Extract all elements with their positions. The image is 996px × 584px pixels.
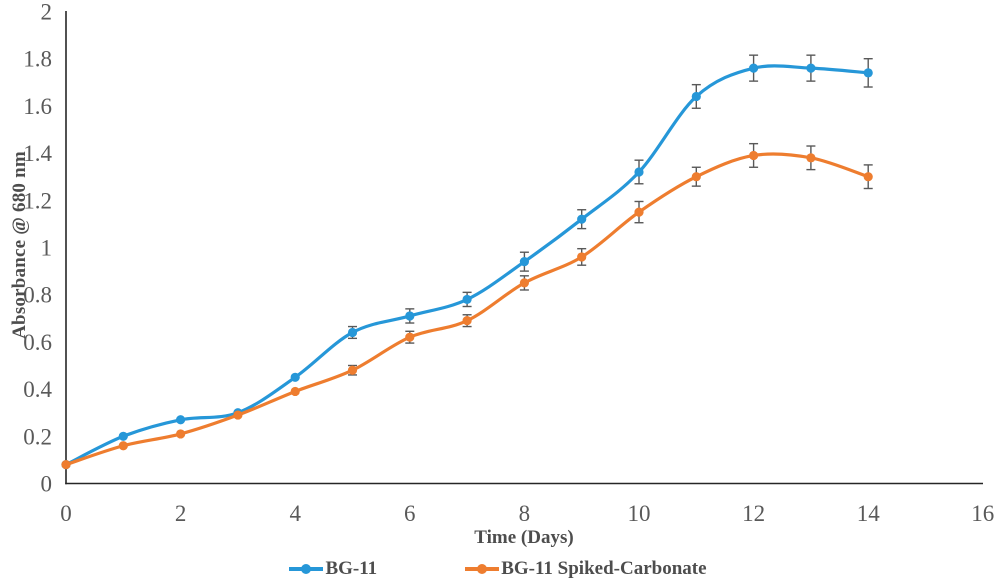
data-point-marker <box>290 386 300 397</box>
bg11-series-marker-icon <box>289 563 324 574</box>
data-point-marker <box>462 294 472 305</box>
data-point-marker <box>405 332 415 342</box>
x-tick-label: 8 <box>519 501 531 526</box>
y-tick-label: 1 <box>41 236 53 261</box>
x-axis-title: Time (Days) <box>474 527 574 548</box>
data-point-marker <box>634 207 644 217</box>
data-point-marker <box>519 257 530 267</box>
x-tick-label: 6 <box>404 501 416 526</box>
y-tick-label: 0.2 <box>23 424 52 449</box>
y-tick-label: 2 <box>41 0 53 25</box>
data-point-marker <box>347 327 358 338</box>
data-point-marker <box>863 68 873 78</box>
data-point-marker <box>118 441 128 451</box>
y-tick-label: 1.4 <box>23 141 52 166</box>
data-point-marker <box>176 415 186 425</box>
data-point-marker <box>233 410 243 420</box>
y-tick-label: 0.6 <box>23 330 52 355</box>
legend-label-bg11-spiked-carbonate: BG-11 Spiked-Carbonate <box>501 558 707 579</box>
x-tick-label: 0 <box>60 501 72 526</box>
bg11-spiked-carbonate-series-marker-icon <box>465 563 500 574</box>
data-point-marker <box>634 167 644 177</box>
data-point-marker <box>577 214 587 224</box>
data-point-marker <box>806 63 816 73</box>
data-point-marker <box>176 429 186 439</box>
data-point-marker <box>462 316 472 326</box>
series-line-0 <box>64 64 870 467</box>
data-point-marker <box>519 278 530 288</box>
legend-label-bg11: BG-11 <box>325 558 378 579</box>
y-tick-label: 1.6 <box>23 94 52 119</box>
x-tick-label: 10 <box>628 501 651 526</box>
y-tick-label: 1.8 <box>23 47 52 72</box>
data-point-marker <box>863 172 873 182</box>
x-tick-label: 16 <box>971 501 994 526</box>
data-point-marker <box>118 431 128 441</box>
data-point-marker <box>691 91 701 102</box>
legend: BG-11 BG-11 Spiked-Carbonate <box>0 557 996 581</box>
data-point-marker <box>691 172 701 182</box>
y-tick-label: 1.2 <box>23 188 52 213</box>
x-tick-label: 14 <box>857 501 881 526</box>
legend-item-bg11-spiked-carbonate: BG-11 Spiked-Carbonate <box>465 558 707 580</box>
x-tick-label: 2 <box>175 501 187 526</box>
y-tick-label: 0 <box>41 472 53 497</box>
legend-item-bg11: BG-11 <box>289 558 377 580</box>
data-point-marker <box>347 365 358 375</box>
data-point-marker <box>61 460 71 470</box>
x-tick-label: 12 <box>742 501 765 526</box>
data-point-marker <box>405 311 415 321</box>
y-axis-title: Absorbance @ 680 nm <box>9 151 30 339</box>
data-point-marker <box>806 153 816 163</box>
y-tick-label: 0.4 <box>23 377 52 402</box>
data-point-marker <box>749 150 759 161</box>
data-point-marker <box>749 63 759 73</box>
y-tick-label: 0.8 <box>23 283 52 308</box>
data-point-marker <box>290 372 300 382</box>
data-point-marker <box>577 252 587 262</box>
x-tick-label: 4 <box>289 501 301 526</box>
